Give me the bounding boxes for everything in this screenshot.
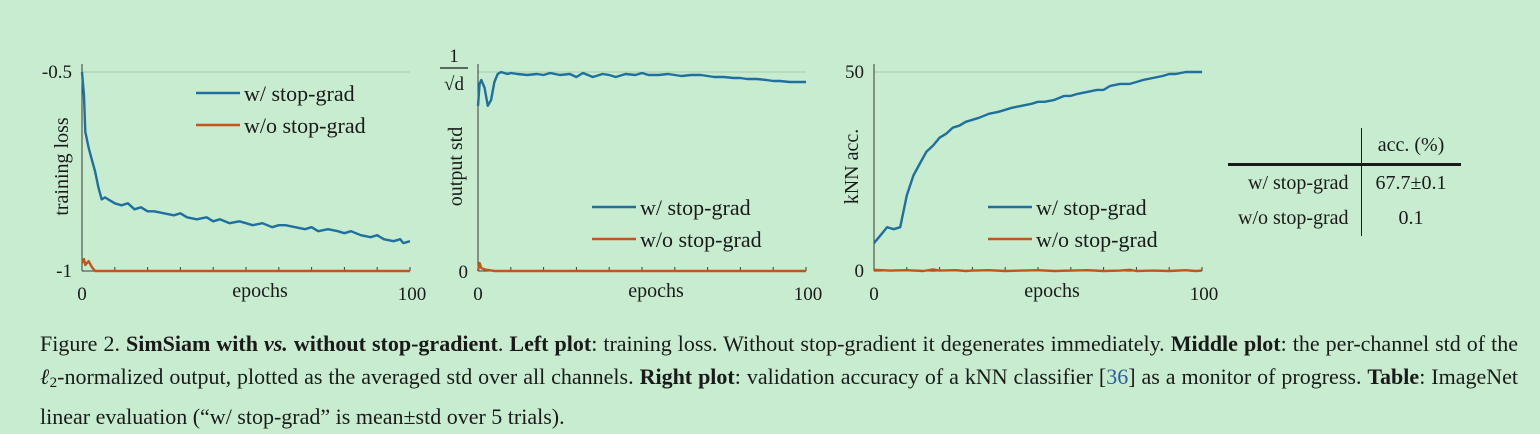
table-row: w/ stop-grad 67.7±0.1: [1228, 164, 1461, 201]
legend-label: w/ stop-grad: [244, 81, 355, 106]
figure-caption: Figure 2. SimSiam with vs. without stop-…: [40, 331, 1519, 429]
y-tick-label: -0.5: [42, 62, 72, 83]
y-axis-label: kNN acc.: [841, 129, 863, 205]
table-corner: [1228, 128, 1362, 166]
x-axis-label: epochs: [628, 280, 684, 302]
plot-panel-3: 0 100 epochs 50 0 kNN acc. w/ stop-grad w/o sto…: [841, 62, 1218, 305]
series-line-with-stopgrad: [476, 70, 806, 108]
caption-citation-link[interactable]: 36: [1106, 364, 1129, 389]
y-tick-label: 50: [845, 62, 864, 83]
caption-right-text-b: ] as a monitor of progress.: [1128, 364, 1362, 389]
legend-label: w/ stop-grad: [640, 195, 751, 220]
y-tick-label: -1: [56, 261, 72, 282]
y-axis-label: output std: [445, 127, 467, 206]
x-tick-label: 0: [473, 284, 483, 305]
table-row-value: 67.7±0.1: [1360, 164, 1461, 201]
caption-title-part2: without stop-gradient: [293, 331, 498, 356]
caption-ell-symbol: ℓ: [40, 364, 50, 389]
caption-right-text-a: : validation accuracy of a kNN classifie…: [734, 364, 1107, 389]
table-row-label: w/ stop-grad: [1248, 172, 1349, 194]
x-tick-label: 0: [869, 284, 879, 305]
caption-fig-label: Figure 2.: [40, 331, 120, 356]
caption-right-label: Right plot: [639, 364, 735, 389]
caption-left-label: Left plot: [509, 331, 592, 356]
x-axis-label: epochs: [1024, 280, 1080, 302]
caption-title-vs: vs.: [263, 331, 288, 356]
y-tick-label: √d: [444, 74, 464, 95]
x-tick-label: 0: [77, 284, 87, 305]
x-tick-label: 100: [1190, 284, 1219, 305]
table-row-value: 0.1: [1360, 201, 1461, 236]
table-row-label: w/o stop-grad: [1238, 207, 1349, 229]
series-line-with-stopgrad: [873, 70, 1202, 244]
series-line-without-stopgrad: [476, 261, 806, 273]
caption-middle-text-a: : the per-channel std of the: [1280, 331, 1519, 356]
series-line-with-stopgrad: [80, 71, 411, 245]
y-axis-label: training loss: [51, 117, 73, 216]
legend-label: w/o stop-grad: [244, 113, 366, 138]
x-tick-label: 100: [794, 284, 823, 305]
x-tick-label: 100: [398, 284, 427, 305]
caption-middle-label: Middle plot: [1170, 331, 1281, 356]
x-axis-label: epochs: [232, 280, 288, 302]
y-tick-label: 0: [855, 261, 865, 282]
series-line-without-stopgrad: [873, 268, 1203, 273]
caption-title-part1: SimSiam with: [126, 331, 258, 356]
table-row: w/o stop-grad 0.1: [1228, 201, 1461, 236]
y-tick-label: 1: [449, 46, 459, 67]
legend-label: w/ stop-grad: [1036, 195, 1147, 220]
caption-table-label: Table: [1367, 364, 1420, 389]
plot-panel-1: 0 100 epochs -0.5 -1 training loss w/ stop-gra…: [42, 62, 426, 305]
caption-table-text: : ImageNet linear evaluation (“w/ stop-g…: [40, 364, 1518, 429]
legend-label: w/o stop-grad: [1036, 227, 1158, 252]
results-table: acc. (%) w/ stop-grad 67.7±0.1 w/o stop-…: [1228, 128, 1461, 236]
caption-middle-text-b: -normalized output, plotted as the avera…: [57, 364, 634, 389]
caption-ell-sub: 2: [49, 375, 58, 391]
y-tick-label: 0: [459, 262, 469, 283]
plot-panel-2: 0 100 epochs 1 √d 0 output std w/ stop-grad w/o …: [440, 46, 822, 305]
caption-left-text: : training loss. Without stop-gradient i…: [591, 331, 1165, 356]
series-line-without-stopgrad: [80, 257, 410, 273]
legend-label: w/o stop-grad: [640, 227, 762, 252]
table-header-acc: acc. (%): [1360, 128, 1461, 166]
